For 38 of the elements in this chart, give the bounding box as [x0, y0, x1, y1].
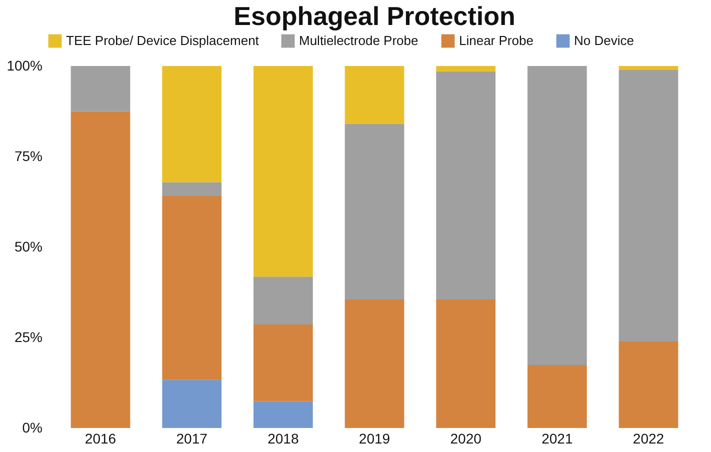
bar: [436, 66, 496, 72]
chart-title: Esophageal Protection: [234, 1, 516, 31]
x-tick-label: 2020: [450, 430, 482, 446]
x-tick-label: 2021: [542, 430, 573, 446]
x-tick-label: 2019: [358, 430, 390, 446]
bar: [162, 196, 222, 380]
legend-label: No Device: [574, 33, 634, 48]
y-tick-label: 50%: [14, 238, 42, 254]
bar: [162, 182, 222, 196]
x-tick-label: 2022: [632, 430, 664, 446]
bar: [70, 66, 130, 112]
bar: [162, 380, 222, 428]
x-tick-label: 2017: [176, 430, 208, 446]
y-tick-label: 75%: [14, 148, 42, 164]
legend-label: Multielectrode Probe: [299, 33, 418, 48]
y-tick-label: 0%: [22, 420, 42, 436]
bar: [527, 365, 587, 428]
x-tick-label: 2018: [268, 430, 299, 446]
bar: [436, 71, 496, 300]
bar: [344, 299, 404, 428]
y-tick-label: 25%: [14, 329, 42, 345]
bar: [344, 66, 404, 124]
bar: [344, 124, 404, 300]
x-tick-label: 2016: [84, 430, 116, 446]
bar: [527, 66, 587, 366]
bar: [436, 299, 496, 428]
bar: [253, 401, 313, 428]
bar: [618, 70, 678, 342]
bar: [162, 66, 222, 182]
legend-label: TEE Probe/ Device Displacement: [66, 33, 260, 48]
bar: [253, 324, 313, 402]
bar: [618, 341, 678, 428]
bar: [70, 111, 130, 428]
bar: [618, 66, 678, 70]
bar: [253, 276, 313, 324]
bar: [253, 66, 313, 277]
legend-label: Linear Probe: [459, 33, 534, 48]
y-tick-label: 100%: [6, 58, 42, 74]
